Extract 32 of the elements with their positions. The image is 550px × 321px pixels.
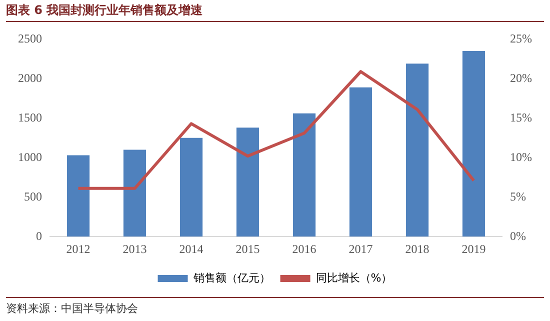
y-tick-label: 0 [36,228,42,243]
y2-tick-label: 20% [510,70,532,85]
legend-label: 销售额（亿元） [192,271,270,284]
legend-label: 同比增长（%） [316,271,392,284]
bar [462,51,486,237]
x-tick-label: 2016 [292,242,316,256]
y-tick-label: 1500 [18,110,42,124]
x-tick-label: 2014 [179,242,204,256]
x-tick-label: 2015 [236,242,260,256]
y-tick-label: 1000 [18,150,42,164]
chart-title: 图表 6 我国封测行业年销售额及增速 [6,2,544,22]
x-tick-label: 2019 [462,242,486,256]
bar [349,87,372,237]
y-tick-label: 2000 [18,70,42,85]
bar [406,64,429,237]
bar [236,128,260,237]
bar [66,155,90,237]
y2-tick-label: 0% [510,228,526,243]
bar [180,138,203,237]
y-tick-label: 2500 [18,31,42,46]
text: 资料来源：中国半导体协会 [6,297,544,316]
y2-tick-label: 25% [510,31,532,46]
y2-tick-label: 10% [510,150,532,164]
x-tick-label: 2013 [122,242,147,256]
x-tick-label: 2017 [348,242,373,256]
bar [292,113,316,237]
bar [123,150,146,237]
y2-tick-label: 5% [510,189,526,204]
y-tick-label: 500 [24,189,42,204]
x-tick-label: 2012 [66,242,90,256]
y2-tick-label: 15% [510,110,532,124]
x-tick-label: 2018 [405,242,430,256]
